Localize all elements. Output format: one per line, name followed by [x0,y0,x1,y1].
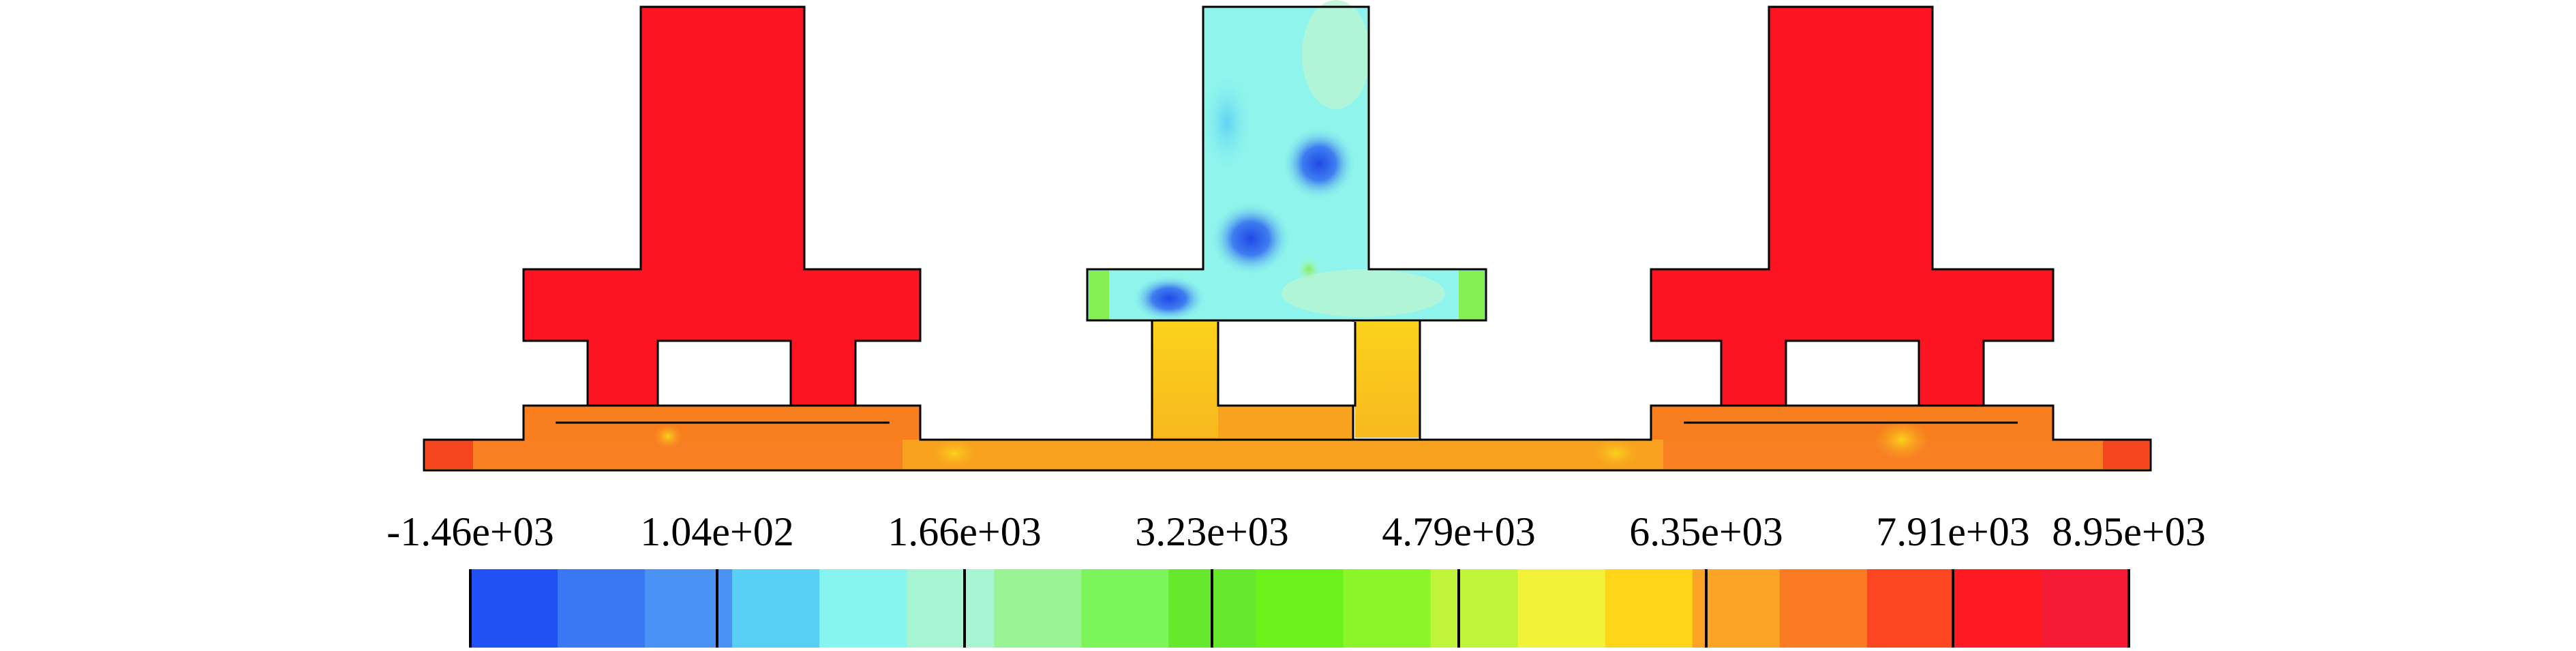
center-upper-body-outline [1086,5,1487,322]
center-structure [1086,0,1487,322]
center-legs [1151,319,1421,441]
colorbar-swatches [470,569,2130,648]
colorbar-tick-label: 1.04e+02 [640,509,793,554]
colorbar-swatch [2041,569,2130,648]
mint-patch-bottom [1282,269,1445,317]
colorbar: -1.46e+03 1.04e+02 1.66e+03 3.23e+03 4.7… [387,509,2206,648]
mint-patch-top-right [1302,0,1370,109]
colorbar-swatch [1954,569,2042,648]
slab-hotspot-left [654,424,682,449]
colorbar-swatch [907,569,995,648]
slab-yellow-right [1588,436,1643,470]
right-wing-edge [1459,271,1485,320]
center-opening [1217,322,1357,407]
colorbar-tick-label: 4.79e+03 [1382,509,1535,554]
colorbar-swatch [1605,569,1693,648]
blue-spot-middle [1210,201,1292,276]
center-left-leg-yellow [1153,322,1218,438]
center-right-leg-yellow [1355,322,1420,438]
slab-hotspot-right [1875,419,1929,460]
center-leg-outline [1151,320,1421,440]
colorbar-swatch [1866,569,1955,648]
colorbar-swatch [470,569,558,648]
blue-spot-upper [1282,126,1357,201]
colorbar-tick-label: -1.46e+03 [387,509,554,554]
colorbar-swatch [1517,569,1606,648]
right-edge-red [2103,440,2149,469]
colorbar-swatch [732,569,820,648]
left-structure [522,5,922,421]
right-structure [1650,5,2055,421]
colorbar-swatch [1430,569,1519,648]
cyan-patch-upper-left [1200,68,1254,177]
colorbar-ticks [469,569,2130,648]
colorbar-tick-label: 7.91e+03 [1876,509,2029,554]
left-upper-body [522,5,922,421]
base-slab [423,404,2152,472]
colorbar-labels: -1.46e+03 1.04e+02 1.66e+03 3.23e+03 4.7… [387,509,2205,554]
blue-spot-lower [1132,275,1207,322]
right-upper-body [1650,5,2055,421]
colorbar-swatch [819,569,907,648]
colorbar-swatch [558,569,646,648]
colorbar-swatch [1256,569,1344,648]
colorbar-tick-label: 8.95e+03 [2052,509,2205,554]
slab-yellow-left [927,436,982,470]
colorbar-swatch [994,569,1082,648]
left-wing-edge [1089,271,1109,320]
colorbar-swatch [1081,569,1170,648]
colorbar-swatch [1343,569,1431,648]
colorbar-tick-label: 3.23e+03 [1135,509,1288,554]
left-edge-red [425,440,473,469]
colorbar-swatch [1779,569,1868,648]
green-spot-small [1297,257,1321,282]
colorbar-tick-label: 6.35e+03 [1629,509,1783,554]
colorbar-tick-label: 1.66e+03 [888,509,1041,554]
colorbar-swatch [645,569,733,648]
